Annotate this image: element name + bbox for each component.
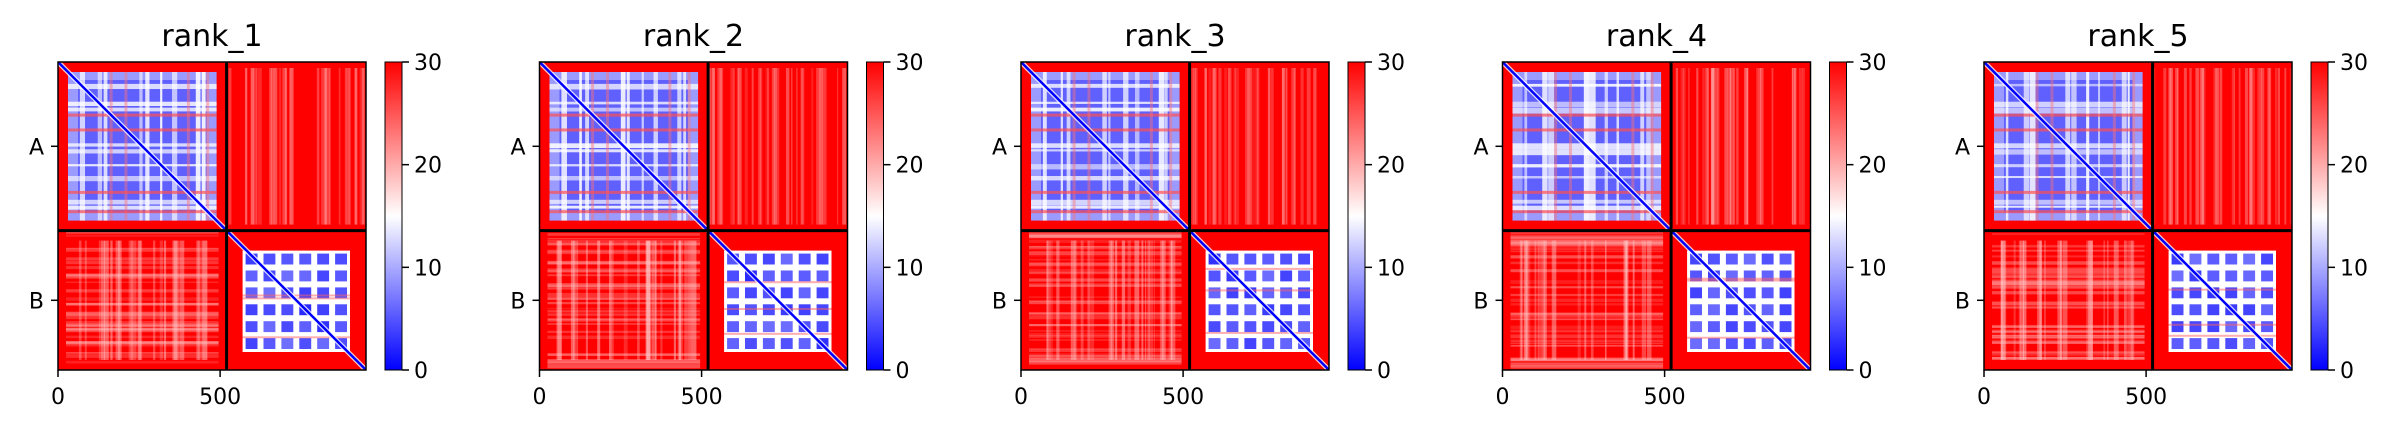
- colorbar: 0 10 20 30: [385, 51, 442, 384]
- colorbar-tick-label: 0: [1377, 359, 1391, 384]
- heatmap-panel-1: rank_1 0 500 A B 0 10 20 30: [29, 19, 442, 410]
- chain-label-b: B: [29, 289, 44, 314]
- panel-title: rank_1: [161, 19, 262, 54]
- chain-label-a: A: [992, 135, 1007, 160]
- chain-label-a: A: [1473, 135, 1488, 160]
- colorbar-tick-label: 10: [414, 256, 442, 281]
- colorbar: 0 10 20 30: [1348, 51, 1405, 384]
- panel-title: rank_2: [643, 19, 744, 54]
- chain-label-b: B: [992, 289, 1007, 314]
- colorbar-tick-label: 20: [896, 154, 924, 179]
- heatmap-panel-3: rank_3 0 500 A B 0 10 20 30: [992, 19, 1405, 410]
- x-tick-label: 0: [51, 385, 65, 410]
- colorbar-tick-label: 30: [1859, 51, 1887, 76]
- colorbar-tick-label: 20: [1859, 154, 1887, 179]
- colorbar-tick-label: 0: [414, 359, 428, 384]
- chain-label-b: B: [1473, 289, 1488, 314]
- chain-label-b: B: [510, 289, 525, 314]
- chain-label-a: A: [29, 135, 44, 160]
- heatmap-cells: [1984, 62, 2293, 370]
- colorbar: 0 10 20 30: [1830, 51, 1887, 384]
- x-tick-label: 500: [2125, 385, 2167, 410]
- heatmap-cells: [1503, 62, 1811, 370]
- heatmap-panel-5: rank_5 0 500 A B 0 10 20 30: [1955, 19, 2368, 410]
- x-tick-label: 0: [1496, 385, 1510, 410]
- panel-title: rank_5: [2087, 19, 2188, 54]
- colorbar-tick-label: 20: [414, 154, 442, 179]
- colorbar-tick-label: 0: [896, 359, 910, 384]
- colorbar: 0 10 20 30: [867, 51, 924, 384]
- colorbar-tick-label: 0: [2340, 359, 2354, 384]
- colorbar-tick-label: 0: [1859, 359, 1873, 384]
- colorbar-tick-label: 30: [1377, 51, 1405, 76]
- colorbar-gradient: [1830, 62, 1847, 370]
- colorbar-gradient: [2311, 62, 2328, 370]
- colorbar-tick-label: 10: [1377, 256, 1405, 281]
- x-tick-label: 500: [681, 385, 723, 410]
- x-tick-label: 0: [1977, 385, 1991, 410]
- panel-title: rank_4: [1606, 19, 1707, 54]
- colorbar-tick-label: 20: [2340, 154, 2368, 179]
- colorbar-gradient: [867, 62, 884, 370]
- chain-label-a: A: [510, 135, 525, 160]
- interchain-block-ab: [1671, 62, 1810, 231]
- chain-label-b: B: [1955, 289, 1970, 314]
- colorbar-tick-label: 10: [1859, 256, 1887, 281]
- heatmap-cells: [1021, 62, 1329, 370]
- heatmap-cells: [540, 62, 848, 370]
- x-tick-label: 500: [199, 385, 241, 410]
- colorbar-tick-label: 30: [414, 51, 442, 76]
- heatmap-panel-2: rank_2 0 500 A B 0 10 20 30: [510, 19, 923, 410]
- colorbar-gradient: [1348, 62, 1365, 370]
- colorbar-tick-label: 10: [896, 256, 924, 281]
- x-tick-label: 0: [1014, 385, 1028, 410]
- colorbar-tick-label: 30: [2340, 51, 2368, 76]
- colorbar-tick-label: 20: [1377, 154, 1405, 179]
- colorbar-tick-label: 30: [896, 51, 924, 76]
- x-tick-label: 500: [1162, 385, 1204, 410]
- heatmap-cells: [58, 62, 366, 372]
- panel-title: rank_3: [1124, 19, 1225, 54]
- colorbar-tick-label: 10: [2340, 256, 2368, 281]
- colorbar-gradient: [385, 62, 402, 370]
- heatmap-panel-4: rank_4 0 500 A B 0 10 20 30: [1473, 19, 1886, 410]
- x-tick-label: 0: [533, 385, 547, 410]
- x-tick-label: 500: [1644, 385, 1686, 410]
- colorbar: 0 10 20 30: [2311, 51, 2368, 384]
- chain-label-a: A: [1955, 135, 1970, 160]
